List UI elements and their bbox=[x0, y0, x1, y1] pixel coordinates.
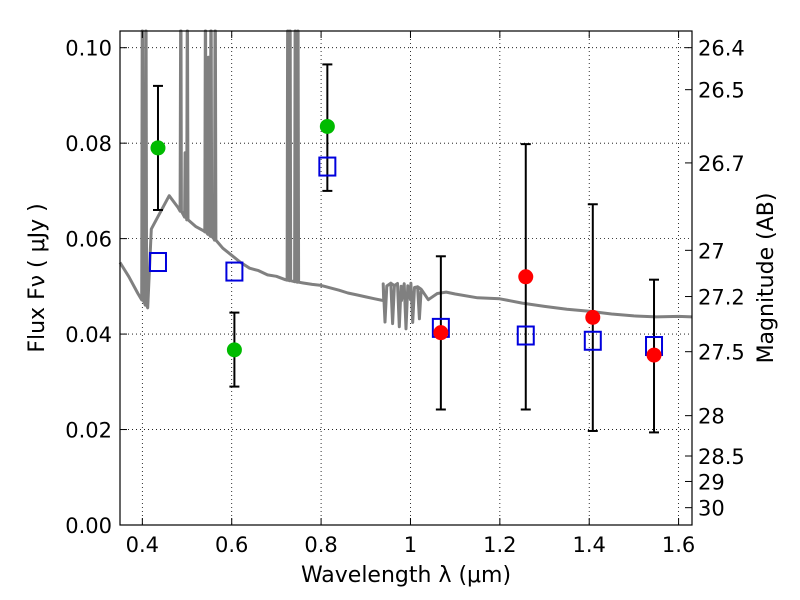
model-square-marker bbox=[583, 330, 602, 351]
data-markers bbox=[148, 118, 664, 363]
x-tick-label: 1 bbox=[404, 533, 417, 557]
spectrum-line bbox=[118, 29, 693, 331]
ticks: 0.4 0.6 0.8 1 1.2 1.4 1.6 0.00 0.02 0.04 0.06 0.08 0… bbox=[65, 31, 745, 557]
y-axis-label: Flux Fν ( μJy ) bbox=[25, 203, 50, 352]
y-tick-label: 0.10 bbox=[65, 37, 112, 61]
right-tick-label: 28.5 bbox=[698, 445, 745, 469]
right-tick-label: 27.5 bbox=[698, 341, 745, 365]
right-tick-label: 26.4 bbox=[698, 37, 745, 61]
right-tick-label: 29 bbox=[698, 470, 725, 494]
right-tick-label: 30 bbox=[698, 497, 725, 521]
x-tick-label: 0.8 bbox=[304, 533, 337, 557]
model-square-marker bbox=[225, 261, 244, 282]
green-data-point bbox=[319, 118, 335, 134]
x-tick-label: 0.6 bbox=[215, 533, 248, 557]
y-tick-label: 0.00 bbox=[65, 514, 112, 538]
x-tick-label: 1.6 bbox=[662, 533, 695, 557]
x-tick-label: 0.4 bbox=[126, 533, 159, 557]
error-bars bbox=[152, 63, 660, 434]
red-data-point bbox=[585, 309, 601, 325]
y-tick-label: 0.06 bbox=[65, 228, 112, 252]
red-data-point bbox=[518, 269, 534, 285]
right-axis-label: Magnitude (AB) bbox=[754, 193, 779, 364]
x-axis-label: Wavelength λ (μm) bbox=[301, 563, 511, 588]
y-tick-label: 0.04 bbox=[65, 323, 112, 347]
y-tick-label: 0.08 bbox=[65, 132, 112, 156]
spectrum bbox=[118, 29, 693, 331]
plot-frame bbox=[119, 30, 693, 526]
x-tick-label: 1.4 bbox=[573, 533, 606, 557]
red-data-point bbox=[646, 347, 662, 363]
x-tick-label: 1.2 bbox=[483, 533, 516, 557]
y-tick-label: 0.02 bbox=[65, 419, 112, 443]
green-data-point bbox=[150, 140, 166, 156]
red-data-point bbox=[433, 325, 449, 341]
model-square-marker bbox=[516, 325, 535, 346]
right-tick-label: 26.7 bbox=[698, 152, 745, 176]
right-tick-label: 27 bbox=[698, 239, 725, 263]
model-square-marker bbox=[318, 156, 337, 177]
green-data-point bbox=[226, 342, 242, 358]
model-square-marker bbox=[148, 252, 167, 273]
right-tick-label: 28 bbox=[698, 405, 725, 429]
right-tick-label: 26.5 bbox=[698, 79, 745, 103]
right-tick-label: 27.2 bbox=[698, 286, 745, 310]
